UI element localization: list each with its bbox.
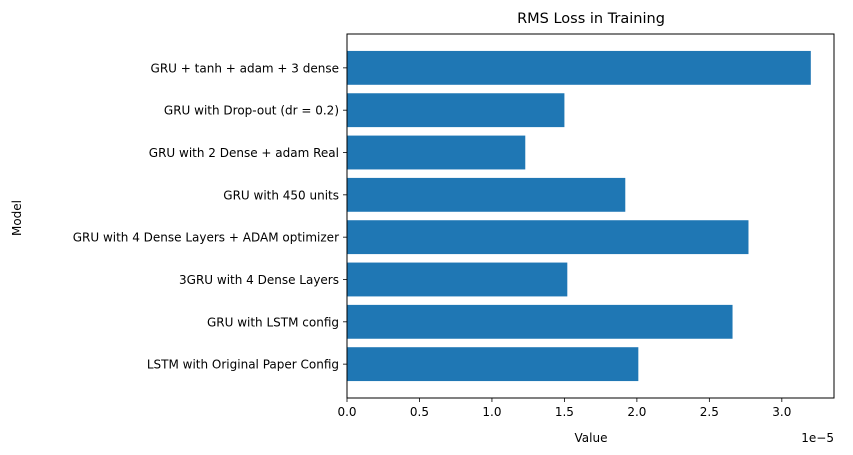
x-tick-label: 2.5: [700, 405, 719, 419]
x-tick-label: 1.5: [555, 405, 574, 419]
y-axis-label: Model: [10, 200, 24, 236]
x-axis-label: Value: [575, 431, 608, 445]
y-tick-label: GRU with Drop-out (dr = 0.2): [164, 104, 339, 118]
bar-3: [347, 220, 749, 255]
plot-frame: [346, 33, 835, 399]
bar-1: [347, 304, 733, 339]
x-axis-ticks: 0.0 0.5 1.0 1.5 2.0 2.5 3.0: [337, 398, 791, 419]
bars-group: [347, 50, 811, 382]
y-tick-label: GRU + tanh + adam + 3 dense: [151, 61, 339, 75]
x-axis-scale-label: 1e−5: [801, 431, 834, 445]
bar-7: [347, 50, 811, 85]
y-tick-label: GRU with LSTM config: [207, 315, 339, 329]
y-tick-label: GRU with 4 Dense Layers + ADAM optimizer: [73, 231, 339, 245]
bar-2: [347, 262, 568, 297]
chart-title: RMS Loss in Training: [517, 11, 665, 27]
y-axis-ticks: LSTM with Original Paper Config GRU with …: [73, 61, 347, 372]
y-tick-label: 3GRU with 4 Dense Layers: [179, 273, 339, 287]
x-tick-label: 3.0: [772, 405, 791, 419]
x-tick-label: 0.5: [410, 405, 429, 419]
y-tick-label: GRU with 450 units: [223, 188, 339, 202]
bar-4: [347, 177, 626, 212]
y-tick-label: GRU with 2 Dense + adam Real: [149, 146, 339, 160]
x-tick-label: 1.0: [482, 405, 501, 419]
y-tick-label: LSTM with Original Paper Config: [147, 358, 339, 372]
bar-0: [347, 347, 639, 382]
bar-5: [347, 135, 526, 170]
bar-6: [347, 93, 565, 128]
x-tick-label: 2.0: [627, 405, 646, 419]
x-tick-label: 0.0: [337, 405, 356, 419]
